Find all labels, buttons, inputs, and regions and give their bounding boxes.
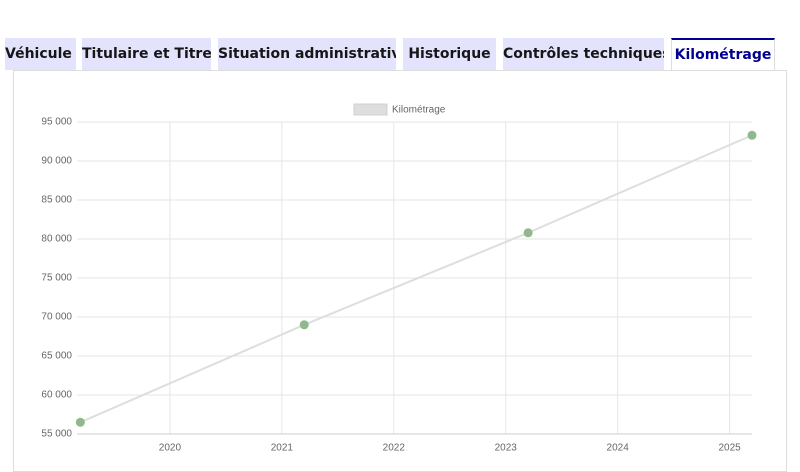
y-tick-label: 75 000: [41, 273, 72, 284]
legend-swatch: [353, 103, 388, 116]
y-tick-label: 85 000: [41, 195, 72, 206]
y-tick-label: 95 000: [41, 117, 72, 128]
x-tick-label: 2025: [718, 443, 741, 454]
y-tick-label: 55 000: [41, 429, 72, 440]
legend-label: Kilométrage: [392, 105, 446, 116]
tab[interactable]: Historique: [403, 38, 496, 70]
y-tick-label: 60 000: [41, 390, 72, 401]
x-tick-label: 2024: [607, 443, 630, 454]
x-tick-label: 2020: [159, 443, 182, 454]
x-tick-label: 2023: [495, 443, 518, 454]
tab-label: Kilométrage: [674, 47, 772, 63]
y-tick-label: 65 000: [41, 351, 72, 362]
point: [75, 417, 85, 427]
tab[interactable]: Situation administrative: [218, 38, 396, 70]
point: [299, 320, 309, 330]
x-tick-label: 2022: [383, 443, 406, 454]
tab[interactable]: Titulaire et Titre: [82, 38, 211, 70]
y-tick-label: 80 000: [41, 234, 72, 245]
point: [523, 228, 533, 238]
tab-active[interactable]: Kilométrage: [671, 38, 775, 71]
tab-label: Véhicule: [5, 46, 72, 62]
line: [79, 134, 753, 424]
tab[interactable]: Véhicule: [5, 38, 76, 70]
point: [747, 130, 757, 140]
y-tick-label: 90 000: [41, 156, 72, 167]
tab-label: Historique: [408, 46, 491, 62]
tab-label: Situation administrative: [218, 46, 396, 62]
tab-label: Titulaire et Titre: [82, 46, 211, 62]
tab[interactable]: Contrôles techniques: [503, 38, 664, 70]
tab-label: Contrôles techniques: [503, 46, 664, 62]
y-tick-label: 70 000: [41, 312, 72, 323]
x-tick-label: 2021: [271, 443, 294, 454]
